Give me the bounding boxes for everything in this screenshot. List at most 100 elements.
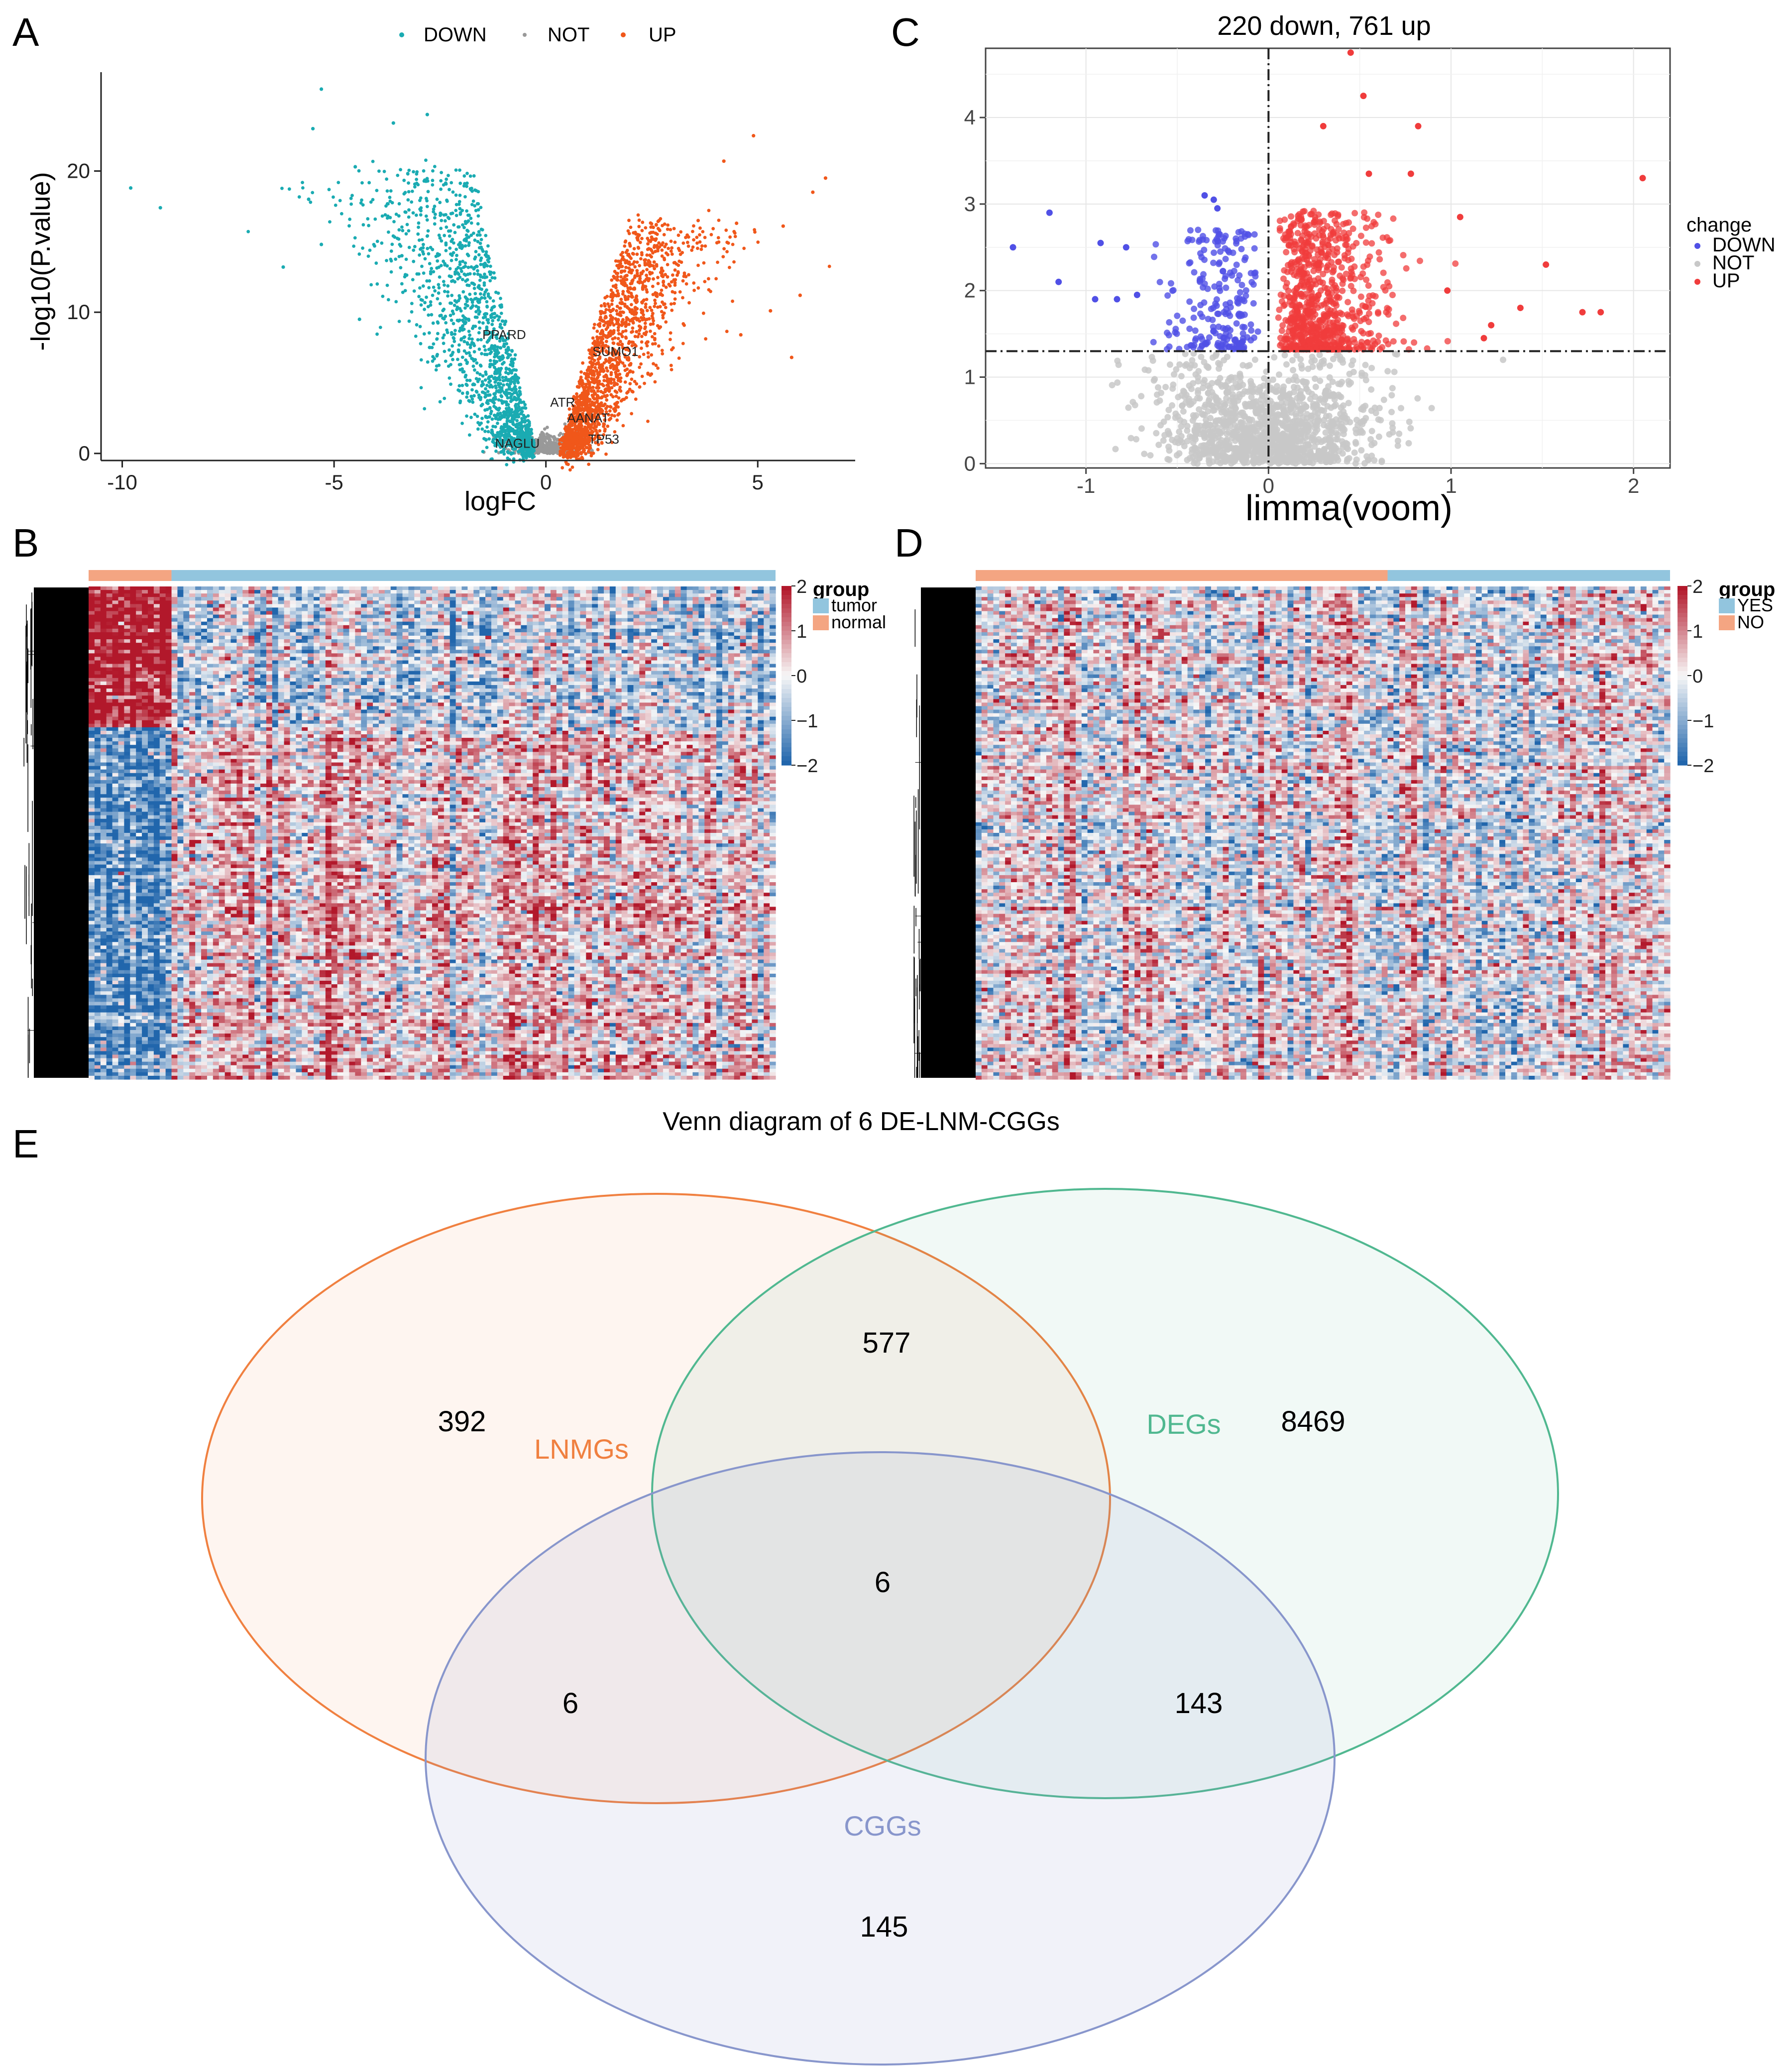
point-down bbox=[518, 401, 522, 404]
point-down bbox=[478, 327, 481, 330]
point-down bbox=[466, 343, 469, 346]
point-down bbox=[476, 233, 479, 237]
point-up bbox=[696, 286, 700, 290]
panel-letter-a: A bbox=[12, 10, 39, 54]
point-down bbox=[425, 199, 429, 203]
point-down bbox=[490, 431, 493, 435]
point-down bbox=[486, 402, 490, 405]
point-down bbox=[470, 203, 474, 206]
point-down bbox=[410, 310, 414, 314]
point-down bbox=[421, 238, 424, 241]
point-down bbox=[482, 345, 486, 348]
point-down bbox=[517, 397, 520, 400]
point-down bbox=[444, 321, 448, 325]
point-down bbox=[496, 345, 499, 349]
point-down bbox=[470, 265, 473, 269]
point-down bbox=[491, 398, 495, 401]
point-down bbox=[400, 282, 404, 286]
point-down bbox=[347, 224, 351, 228]
point-down bbox=[399, 168, 402, 171]
point-down bbox=[361, 246, 364, 250]
point-down bbox=[486, 390, 490, 393]
point-down bbox=[442, 183, 446, 187]
point-down bbox=[418, 253, 421, 257]
point-down bbox=[512, 418, 516, 421]
point-down bbox=[505, 403, 509, 407]
point-down bbox=[507, 346, 510, 349]
point-down bbox=[442, 308, 446, 311]
point-down bbox=[280, 187, 284, 190]
point-down bbox=[494, 368, 498, 371]
point-down bbox=[406, 223, 409, 227]
point-down bbox=[477, 301, 480, 304]
point-down bbox=[469, 298, 473, 301]
point-down bbox=[377, 169, 381, 173]
point-down bbox=[491, 425, 495, 428]
point-down bbox=[503, 423, 506, 426]
point-down bbox=[426, 234, 429, 237]
point-down bbox=[336, 181, 340, 184]
point-down bbox=[432, 286, 436, 289]
point-down bbox=[400, 226, 404, 229]
point-down bbox=[440, 314, 443, 317]
point-down bbox=[416, 232, 420, 236]
point-down bbox=[461, 324, 464, 328]
point-down bbox=[443, 213, 446, 217]
point-down bbox=[460, 270, 463, 273]
point-down bbox=[405, 257, 408, 261]
point-down bbox=[436, 252, 440, 255]
point-down bbox=[478, 347, 481, 351]
point-down bbox=[420, 303, 423, 307]
point-down bbox=[498, 378, 502, 382]
point-down bbox=[507, 367, 511, 371]
point-down bbox=[446, 290, 449, 294]
point-down bbox=[479, 292, 482, 296]
point-down bbox=[475, 377, 478, 380]
point-down bbox=[509, 363, 512, 366]
point-down bbox=[417, 226, 420, 229]
point-down bbox=[480, 296, 483, 300]
point-down bbox=[489, 264, 492, 268]
point-down bbox=[375, 282, 379, 286]
point-down bbox=[493, 414, 496, 417]
point-down bbox=[501, 319, 504, 323]
point-down bbox=[367, 224, 370, 228]
point-down bbox=[488, 407, 492, 410]
point-down bbox=[375, 333, 379, 336]
point-down bbox=[478, 373, 482, 376]
point-down bbox=[453, 333, 456, 336]
scatter-points-a bbox=[129, 87, 831, 471]
point-down bbox=[516, 393, 520, 396]
point-down bbox=[450, 344, 454, 347]
point-down bbox=[508, 419, 511, 423]
point-down bbox=[493, 376, 497, 379]
point-down bbox=[458, 213, 462, 216]
point-down bbox=[500, 305, 503, 309]
point-down bbox=[465, 185, 468, 188]
point-down bbox=[473, 266, 476, 269]
point-down bbox=[485, 425, 489, 429]
point-down bbox=[489, 314, 493, 317]
point-down bbox=[390, 270, 393, 274]
point-down bbox=[472, 364, 475, 368]
point-down bbox=[427, 190, 430, 193]
point-down bbox=[470, 397, 474, 401]
point-down bbox=[420, 386, 423, 389]
point-down bbox=[465, 297, 468, 300]
point-down bbox=[440, 239, 443, 243]
point-down bbox=[451, 312, 455, 316]
point-down bbox=[474, 316, 477, 319]
point-down bbox=[508, 392, 512, 395]
point-down bbox=[493, 380, 497, 384]
point-down bbox=[469, 217, 472, 220]
point-down bbox=[359, 201, 363, 205]
point-down bbox=[398, 202, 401, 206]
point-down bbox=[412, 211, 415, 215]
point-down bbox=[419, 247, 422, 251]
point-down bbox=[454, 247, 458, 251]
point-down bbox=[452, 322, 455, 326]
point-down bbox=[461, 290, 465, 294]
point-down bbox=[482, 281, 486, 285]
point-down bbox=[476, 190, 480, 194]
point-down bbox=[483, 391, 486, 395]
